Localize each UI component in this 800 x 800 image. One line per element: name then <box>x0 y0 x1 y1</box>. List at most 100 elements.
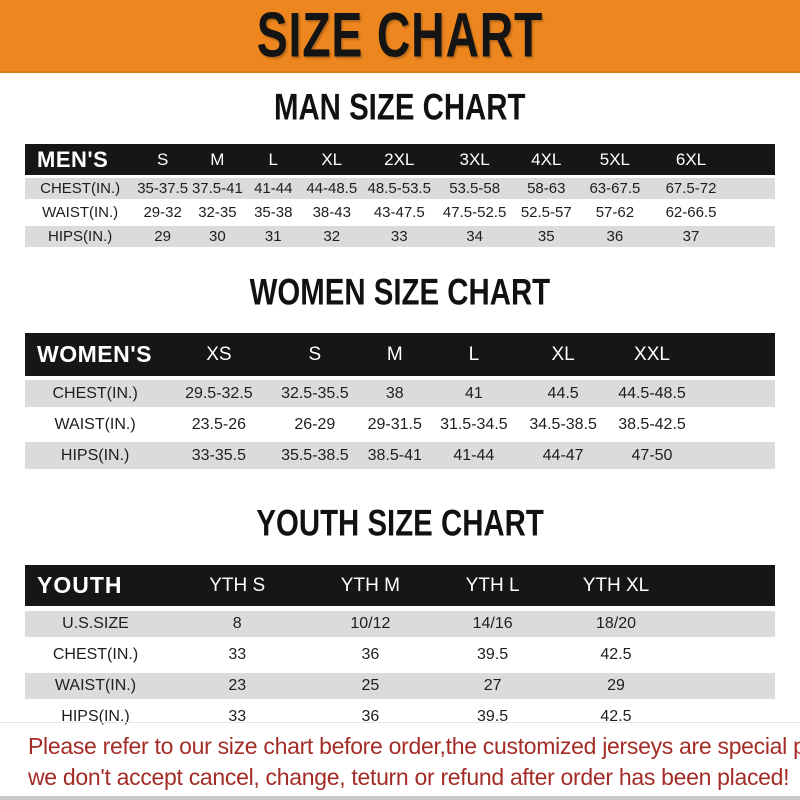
size-value: 38 <box>357 380 433 407</box>
size-value: 35 <box>512 226 580 247</box>
size-value: 30 <box>190 226 245 247</box>
size-value: 29.5-32.5 <box>165 380 273 407</box>
women-table-row: HIPS(IN.) 33-35.5 35.5-38.5 38.5-41 41-44 44-… <box>25 442 775 469</box>
women-section-title: WOMEN SIZE CHART <box>249 271 551 314</box>
size-value: 41-44 <box>244 178 302 199</box>
size-value: 35-38 <box>244 202 302 223</box>
size-value: 29-31.5 <box>357 411 433 438</box>
youth-table-row: HIPS(IN.) 33 36 39.5 42.5 <box>25 704 775 730</box>
men-size-section: MAN SIZE CHART MEN'S S M L XL 2XL 3XL 4XL 5XL 6XL… <box>0 87 800 250</box>
measurement-row-label: HIPS(IN.) <box>25 442 166 469</box>
size-value <box>732 178 775 199</box>
size-value: 38-43 <box>301 202 362 223</box>
size-value: 26-29 <box>272 411 358 438</box>
size-value: 37.5-41 <box>190 178 245 199</box>
youth-section-title: YOUTH SIZE CHART <box>256 502 544 545</box>
size-value: 31.5-34.5 <box>432 411 516 438</box>
measurement-row-label: CHEST(IN.) <box>25 178 136 199</box>
size-column-header: XS <box>165 333 273 376</box>
size-column-header: YTH L <box>432 565 553 606</box>
size-value: 14/16 <box>432 611 553 637</box>
size-value <box>693 442 775 469</box>
size-column-header: YTH S <box>165 565 309 606</box>
size-value: 34.5-38.5 <box>515 411 611 438</box>
men-table-row: WAIST(IN.) 29-32 32-35 35-38 38-43 43-47.5 47.… <box>25 202 775 223</box>
size-value <box>693 380 775 407</box>
size-value: 42.5 <box>552 642 679 668</box>
size-value: 43-47.5 <box>361 202 437 223</box>
size-value: 62-66.5 <box>649 202 733 223</box>
men-table-row: HIPS(IN.) 29 30 31 32 33 34 35 36 37 <box>25 226 775 247</box>
size-value: 29-32 <box>135 202 190 223</box>
size-value: 48.5-53.5 <box>361 178 437 199</box>
women-table-label: WOMEN'S <box>25 333 166 376</box>
size-value: 58-63 <box>512 178 580 199</box>
size-column-header: YTH XL <box>552 565 679 606</box>
size-value: 42.5 <box>552 704 679 730</box>
size-value <box>732 226 775 247</box>
size-value: 44-48.5 <box>301 178 362 199</box>
measurement-row-label: WAIST(IN.) <box>25 202 136 223</box>
measurement-row-label: WAIST(IN.) <box>25 673 166 699</box>
size-column-header: XXL <box>610 333 694 376</box>
size-value: 36 <box>308 642 433 668</box>
size-value: 18/20 <box>552 611 679 637</box>
order-notice-line-2: we don't accept cancel, change, teturn o… <box>28 764 790 790</box>
youth-header-row: YOUTH YTH S YTH M YTH L YTH XL <box>25 565 775 606</box>
size-column-header: L <box>244 144 302 175</box>
size-column-header <box>678 565 775 606</box>
size-value: 38.5-41 <box>357 442 433 469</box>
measurement-row-label: CHEST(IN.) <box>25 380 166 407</box>
size-value: 35.5-38.5 <box>272 442 358 469</box>
measurement-row-label: CHEST(IN.) <box>25 642 166 668</box>
size-value: 38.5-42.5 <box>610 411 694 438</box>
size-value <box>678 642 775 668</box>
youth-table-label: YOUTH <box>25 565 166 606</box>
size-value: 44.5-48.5 <box>610 380 694 407</box>
size-value: 8 <box>165 611 309 637</box>
size-value: 39.5 <box>432 642 553 668</box>
youth-section-title-wrap: YOUTH SIZE CHART <box>0 502 800 545</box>
size-value: 53.5-58 <box>436 178 513 199</box>
size-value: 41 <box>432 380 516 407</box>
size-value <box>693 411 775 438</box>
men-table-row: CHEST(IN.) 35-37.5 37.5-41 41-44 44-48.5 48.5… <box>25 178 775 199</box>
size-column-header: YTH M <box>308 565 433 606</box>
size-value: 44-47 <box>515 442 611 469</box>
order-notice-footer: Please refer to our size chart before or… <box>0 722 800 800</box>
size-value: 47-50 <box>610 442 694 469</box>
bottom-edge-strip <box>0 796 800 800</box>
measurement-row-label: HIPS(IN.) <box>25 704 166 730</box>
size-value: 67.5-72 <box>649 178 733 199</box>
size-column-header: M <box>357 333 433 376</box>
size-value: 52.5-57 <box>512 202 580 223</box>
measurement-row-label: HIPS(IN.) <box>25 226 136 247</box>
women-size-section: WOMEN SIZE CHART WOMEN'S XS S M L XL XXL CHEST(… <box>0 271 800 473</box>
women-table-row: CHEST(IN.) 29.5-32.5 32.5-35.5 38 41 44.5 44.5… <box>25 380 775 407</box>
banner-title: SIZE CHART <box>256 0 544 71</box>
size-value: 44.5 <box>515 380 611 407</box>
size-value: 36 <box>580 226 650 247</box>
men-header-row: MEN'S S M L XL 2XL 3XL 4XL 5XL 6XL <box>25 144 775 175</box>
men-size-table: MEN'S S M L XL 2XL 3XL 4XL 5XL 6XL CHEST(IN.) 35-37… <box>25 141 775 250</box>
size-value: 57-62 <box>580 202 650 223</box>
size-value: 32-35 <box>190 202 245 223</box>
youth-table-row: CHEST(IN.) 33 36 39.5 42.5 <box>25 642 775 668</box>
size-column-header: 5XL <box>580 144 650 175</box>
size-value: 33 <box>165 642 309 668</box>
size-value: 33 <box>165 704 309 730</box>
size-value: 39.5 <box>432 704 553 730</box>
size-column-header: S <box>272 333 358 376</box>
size-value <box>678 704 775 730</box>
size-value: 29 <box>552 673 679 699</box>
women-section-title-wrap: WOMEN SIZE CHART <box>0 271 800 314</box>
youth-size-table: YOUTH YTH S YTH M YTH L YTH XL U.S.SIZE 8 10/12… <box>25 560 775 735</box>
size-value: 27 <box>432 673 553 699</box>
size-column-header: 2XL <box>361 144 437 175</box>
size-value: 32 <box>301 226 362 247</box>
size-value: 25 <box>308 673 433 699</box>
size-column-header: 4XL <box>512 144 580 175</box>
size-value <box>678 611 775 637</box>
size-value: 33 <box>361 226 437 247</box>
youth-table-row: WAIST(IN.) 23 25 27 29 <box>25 673 775 699</box>
